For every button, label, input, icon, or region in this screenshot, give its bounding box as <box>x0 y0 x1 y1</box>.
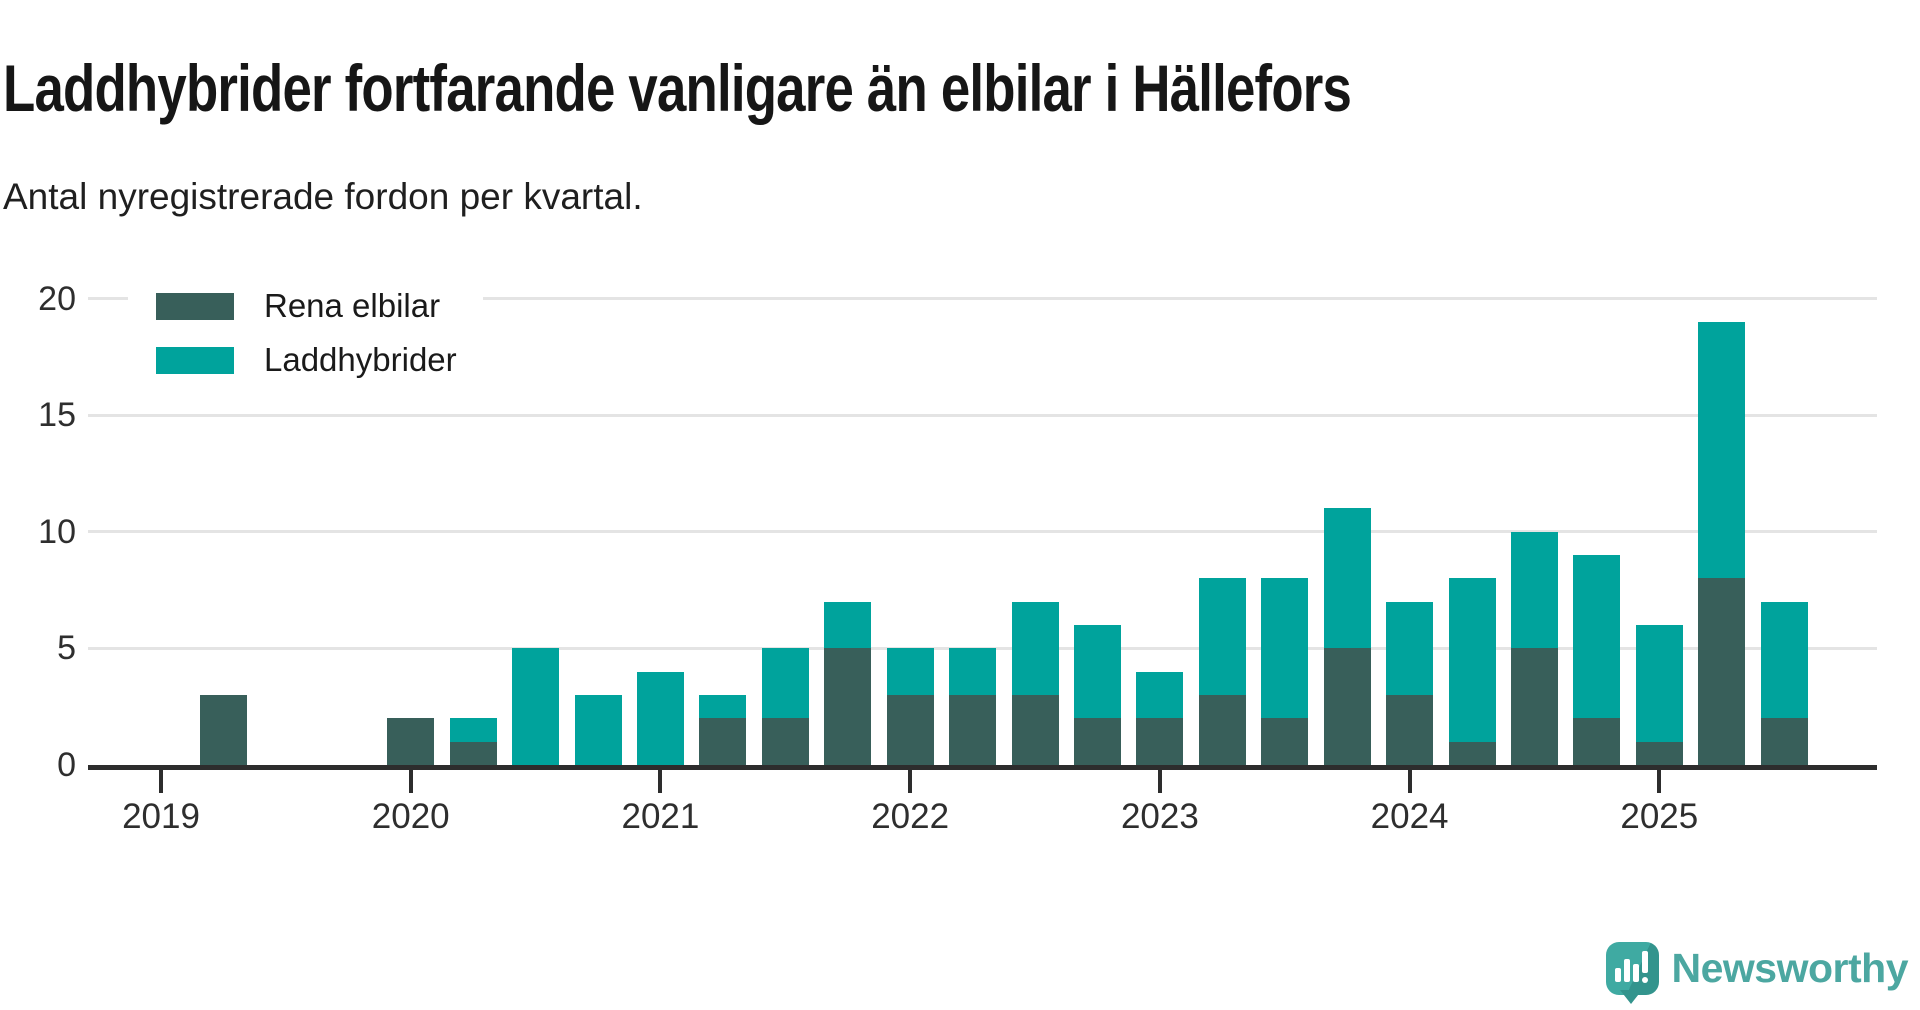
gridline-y15 <box>88 413 1877 417</box>
logo-bubble-shape <box>1605 942 1659 995</box>
bar-2021q3-laddhybrider <box>761 648 809 719</box>
bar-2025q3-laddhybrider <box>1760 601 1808 719</box>
bar-2022q3-laddhybrider <box>1011 601 1059 696</box>
x-tick-2020 <box>408 770 413 793</box>
bar-2022q2-laddhybrider <box>949 648 997 696</box>
bar-2025q2-rena-elbilar <box>1698 578 1746 765</box>
bar-2020q4-laddhybrider <box>574 695 622 765</box>
bar-2024q3-rena-elbilar <box>1510 648 1558 765</box>
y-axis-label-15: 15 <box>38 396 76 435</box>
bar-2021q4-laddhybrider <box>824 601 872 649</box>
bar-2025q3-rena-elbilar <box>1760 718 1808 765</box>
x-axis-line <box>88 765 1877 770</box>
legend-swatch-laddhybrider <box>156 346 234 374</box>
chart-subtitle: Antal nyregistrerade fordon per kvartal. <box>3 176 643 217</box>
logo-chart-bar <box>1632 964 1639 982</box>
bar-2021q2-laddhybrider <box>699 695 747 719</box>
bar-2023q4-laddhybrider <box>1323 508 1371 649</box>
chart-legend: Rena elbilar Laddhybrider <box>128 281 483 385</box>
bar-2024q2-laddhybrider <box>1448 578 1496 742</box>
legend-label: Laddhybrider <box>264 341 457 378</box>
bar-2021q2-rena-elbilar <box>699 718 747 765</box>
x-tick-2024 <box>1407 770 1412 793</box>
x-axis-label-2024: 2024 <box>1370 797 1449 836</box>
logo-chart-bar <box>1614 968 1621 982</box>
logo-exclamation-dot <box>1641 977 1648 983</box>
logo-exclamation-bar <box>1641 951 1648 973</box>
x-tick-2023 <box>1157 770 1162 793</box>
bar-2024q4-laddhybrider <box>1573 555 1621 719</box>
y-axis-label-20: 20 <box>38 279 76 318</box>
legend-swatch-rena-elbilar <box>156 292 234 320</box>
logo-bubble-tail <box>1619 990 1642 1004</box>
y-axis-label-5: 5 <box>57 629 76 668</box>
legend-item-rena-elbilar: Rena elbilar <box>156 289 457 323</box>
x-tick-2025 <box>1657 770 1662 793</box>
bar-2025q2-laddhybrider <box>1698 321 1746 579</box>
legend-item-laddhybrider: Laddhybrider <box>156 343 457 377</box>
gridline-y20 <box>88 297 1877 301</box>
bar-2022q2-rena-elbilar <box>949 695 997 765</box>
bar-2020q2-laddhybrider <box>449 718 497 742</box>
bar-2024q1-laddhybrider <box>1386 601 1434 696</box>
bar-2022q1-rena-elbilar <box>886 695 934 765</box>
bar-2023q1-laddhybrider <box>1136 671 1184 719</box>
gridline-y10 <box>88 530 1877 534</box>
bar-2023q2-laddhybrider <box>1198 578 1246 696</box>
y-axis-label-0: 0 <box>57 746 76 784</box>
bar-2025q1-laddhybrider <box>1635 625 1683 742</box>
logo-chart-bar <box>1623 959 1630 982</box>
bar-2022q4-rena-elbilar <box>1073 718 1121 765</box>
x-axis-label-2023: 2023 <box>1120 797 1199 836</box>
x-axis-label-2025: 2025 <box>1620 797 1699 836</box>
x-axis-label-2019: 2019 <box>122 797 200 836</box>
y-axis-label-10: 10 <box>38 512 76 551</box>
page-title: Laddhybrider fortfarande vanligare än el… <box>3 51 1352 126</box>
bar-2023q2-rena-elbilar <box>1198 695 1246 765</box>
bar-2023q3-rena-elbilar <box>1261 718 1309 765</box>
legend-label: Rena elbilar <box>264 287 441 324</box>
bar-2022q1-laddhybrider <box>886 648 934 696</box>
bar-2024q4-rena-elbilar <box>1573 718 1621 765</box>
bar-2020q1-rena-elbilar <box>387 718 435 765</box>
x-tick-2022 <box>908 770 913 793</box>
x-tick-2019 <box>159 770 163 793</box>
bar-2022q4-laddhybrider <box>1073 625 1121 719</box>
bar-2020q3-laddhybrider <box>512 648 560 765</box>
newsworthy-logo-icon <box>1605 942 1659 1004</box>
bar-2023q4-rena-elbilar <box>1323 648 1371 765</box>
bar-2024q2-rena-elbilar <box>1448 741 1496 765</box>
bar-2023q3-laddhybrider <box>1261 578 1309 719</box>
bar-2025q1-rena-elbilar <box>1635 741 1683 765</box>
x-axis-label-2020: 2020 <box>371 797 450 836</box>
bar-2020q2-rena-elbilar <box>449 741 497 765</box>
x-axis-label-2021: 2021 <box>621 797 700 836</box>
newsworthy-logo: Newsworthy <box>1605 942 1909 1004</box>
x-tick-2021 <box>658 770 663 793</box>
bar-2019q2-rena-elbilar <box>199 695 247 765</box>
bar-2024q3-laddhybrider <box>1510 531 1558 649</box>
bar-2023q1-rena-elbilar <box>1136 718 1184 765</box>
bar-2021q1-laddhybrider <box>636 671 684 765</box>
bar-2021q4-rena-elbilar <box>824 648 872 765</box>
newsworthy-logo-text: Newsworthy <box>1671 945 1909 991</box>
bar-2022q3-rena-elbilar <box>1011 695 1059 765</box>
bar-2021q3-rena-elbilar <box>761 718 809 765</box>
x-axis-label-2022: 2022 <box>871 797 950 836</box>
bar-2024q1-rena-elbilar <box>1386 695 1434 765</box>
